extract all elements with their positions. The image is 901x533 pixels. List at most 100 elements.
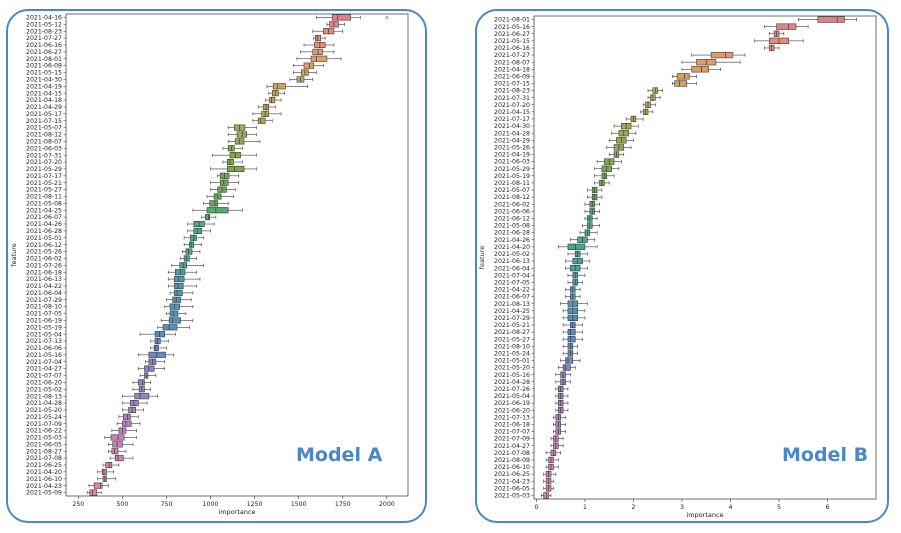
y-tick-label: 2021-05-20 <box>26 407 62 414</box>
y-tick-label: 2021-05-07 <box>26 125 62 132</box>
y-tick-label: 2021-05-04 <box>26 331 62 338</box>
y-tick-label: 2021-04-25 <box>26 207 62 214</box>
y-tick-label: 2021-05-01 <box>494 358 530 365</box>
x-tick-label: 2000 <box>379 501 395 508</box>
y-tick-label: 2021-05-12 <box>26 21 62 28</box>
box-2021-07-27 <box>315 35 322 42</box>
box-2021-07-29 <box>172 296 181 303</box>
y-tick-label: 2021-04-19 <box>494 152 530 159</box>
y-tick-label: 2021-04-29 <box>494 137 530 144</box>
y-tick-label: 2021-07-09 <box>494 436 530 443</box>
box-2021-07-08 <box>115 455 124 462</box>
box-2021-04-27 <box>144 365 155 372</box>
y-tick-label: 2021-06-13 <box>494 258 530 265</box>
y-tick-label: 2021-06-19 <box>494 400 530 407</box>
y-tick-label: 2021-06-10 <box>494 464 530 471</box>
y-tick-label: 2021-05-08 <box>26 200 62 207</box>
y-tick-label: 2021-06-22 <box>26 428 62 435</box>
y-tick-label: 2021-06-20 <box>26 379 62 386</box>
y-tick-label: 2021-07-13 <box>494 414 530 421</box>
box-2021-06-12 <box>189 241 195 248</box>
y-tick-label: 2021-07-17 <box>26 173 62 180</box>
y-tick-label: 2021-05-15 <box>26 70 62 77</box>
box-2021-07-20 <box>227 158 234 166</box>
y-tick-label: 2021-04-28 <box>494 130 530 137</box>
y-tick-label: 2021-06-18 <box>26 269 62 276</box>
outlier-point <box>385 15 389 19</box>
y-tick-label: 2021-08-01 <box>26 56 62 63</box>
x-tick-label: 0 <box>534 504 538 511</box>
x-tick-label: 1000 <box>203 501 219 508</box>
y-tick-label: 2021-04-28 <box>26 400 62 407</box>
box-2021-08-13 <box>134 393 150 400</box>
y-tick-label: 2021-08-11 <box>26 194 62 201</box>
y-tick-label: 2021-07-07 <box>26 373 62 380</box>
box-2021-06-20 <box>137 379 145 386</box>
y-tick-label: 2021-08-10 <box>494 343 530 350</box>
y-tick-label: 2021-04-25 <box>494 308 530 315</box>
y-tick-label: 2021-08-12 <box>26 132 62 139</box>
y-tick-label: 2021-05-07 <box>494 187 530 194</box>
y-tick-label: 2021-05-16 <box>26 352 62 359</box>
x-tick-label: 6 <box>826 504 830 511</box>
box-2021-05-16 <box>776 23 797 30</box>
y-tick-label: 2021-06-09 <box>26 63 62 70</box>
box-2021-04-25 <box>206 207 229 214</box>
box-2021-06-19 <box>168 317 181 324</box>
y-tick-label: 2021-05-24 <box>26 414 62 421</box>
y-tick-label: 2021-07-15 <box>494 81 530 88</box>
y-tick-label: 2021-07-15 <box>26 118 62 125</box>
y-tick-label: 2021-08-09 <box>494 457 530 464</box>
y-tick-label: 2021-07-31 <box>26 152 62 159</box>
y-tick-label: 2021-07-26 <box>494 386 530 393</box>
box-2021-04-22 <box>174 282 184 290</box>
box-2021-06-27 <box>312 48 323 55</box>
y-tick-label: 2021-04-27 <box>494 443 530 450</box>
y-tick-label: 2021-05-03 <box>494 493 530 500</box>
y-tick-label: 2021-07-29 <box>494 315 530 322</box>
y-tick-label: 2021-05-03 <box>26 435 62 442</box>
box-2021-06-06 <box>153 344 159 352</box>
y-tick-label: 2021-05-19 <box>26 324 62 331</box>
y-tick-label: 2021-07-07 <box>494 429 530 436</box>
y-tick-label: 2021-06-12 <box>494 216 530 223</box>
y-tick-label: 2021-06-02 <box>494 201 530 208</box>
x-tick-label: 1750 <box>335 501 351 508</box>
box-2021-05-01 <box>189 234 197 241</box>
box-2021-04-20 <box>101 468 107 475</box>
y-tick-label: 2021-06-06 <box>494 208 530 215</box>
box-2021-04-20 <box>567 243 586 250</box>
y-tick-label: 2021-04-23 <box>494 478 530 485</box>
y-tick-label: 2021-06-04 <box>26 290 62 297</box>
y-tick-label: 2021-06-07 <box>26 214 62 221</box>
box-2021-05-29 <box>227 165 245 172</box>
y-tick-label: 2021-04-26 <box>494 237 530 244</box>
y-tick-label: 2021-08-11 <box>494 180 530 187</box>
y-tick-label: 2021-08-07 <box>494 59 530 66</box>
y-tick-label: 2021-05-20 <box>494 365 530 372</box>
y-tick-label: 2021-04-22 <box>494 287 530 294</box>
plot-frame-0 <box>65 13 409 497</box>
chart-panel-model-a <box>6 9 427 523</box>
y-tick-label: 2021-06-09 <box>494 73 530 80</box>
box-2021-08-27 <box>567 328 576 336</box>
y-tick-label: 2021-04-15 <box>494 109 530 116</box>
y-axis-label: feature <box>478 246 486 269</box>
x-tick-label: 4 <box>728 504 732 511</box>
y-tick-label: 2021-08-07 <box>26 138 62 145</box>
y-tick-label: 2021-05-15 <box>494 38 530 45</box>
y-tick-label: 2021-07-13 <box>26 338 62 345</box>
x-tick-label: 500 <box>117 501 129 508</box>
y-tick-label: 2021-05-09 <box>26 490 62 497</box>
box-2021-06-18 <box>174 269 186 276</box>
box-2021-04-16 <box>331 14 352 21</box>
y-tick-label: 2021-06-16 <box>494 45 530 52</box>
y-tick-label: 2021-04-16 <box>26 15 62 22</box>
x-tick-label: 750 <box>161 501 173 508</box>
y-tick-label: 2021-04-23 <box>26 483 62 490</box>
y-tick-label: 2021-06-03 <box>494 159 530 166</box>
x-tick-label: 1500 <box>291 501 307 508</box>
y-tick-label: 2021-06-05 <box>26 441 62 448</box>
y-tick-label: 2021-08-12 <box>494 194 530 201</box>
box-2021-05-01 <box>565 357 574 364</box>
